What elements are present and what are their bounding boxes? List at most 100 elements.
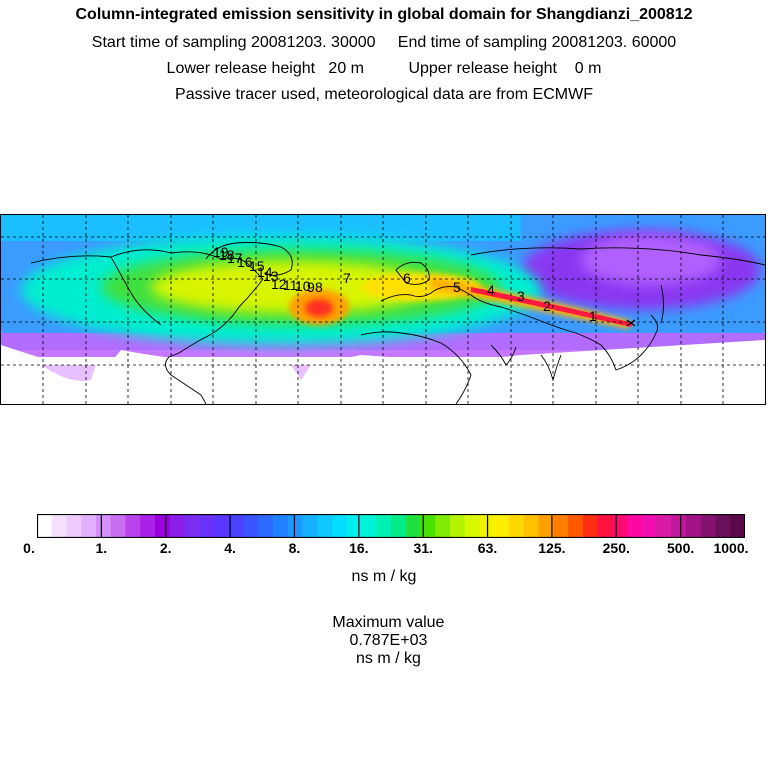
traj-label-13: 13 bbox=[263, 268, 279, 284]
maximum-value-line: Maximum value 0.787E+03 ns m / kg bbox=[0, 596, 768, 668]
colorbar-tick-label: 31. bbox=[413, 540, 433, 556]
colorbar-cell bbox=[641, 514, 657, 538]
colorbar-cell bbox=[627, 514, 643, 538]
field-south-lilac bbox=[41, 365, 311, 381]
colorbar-cell bbox=[450, 514, 466, 538]
colorbar-cell bbox=[228, 514, 244, 538]
colorbar-cell bbox=[405, 514, 421, 538]
traj-label-4: 4 bbox=[487, 282, 495, 298]
colorbar-cell bbox=[715, 514, 731, 538]
colorbar-cell bbox=[494, 514, 510, 538]
coastlines bbox=[30, 242, 765, 404]
colorbar-cell bbox=[346, 514, 362, 538]
colorbar-tick-label: 1000. bbox=[713, 540, 749, 556]
colorbar-tick-label: 16. bbox=[349, 540, 369, 556]
traj-label-9: 9 bbox=[307, 279, 315, 295]
field-atlantic-red bbox=[305, 299, 333, 317]
field-europe-yellow bbox=[361, 273, 481, 301]
colorbar-cell bbox=[140, 514, 156, 538]
sampling-time-line: Start time of sampling 20081203. 30000 E… bbox=[91, 34, 677, 51]
colorbar-cell bbox=[125, 514, 141, 538]
field-plume-red-band bbox=[471, 287, 633, 327]
graticule bbox=[1, 215, 765, 404]
colorbar-cell bbox=[612, 514, 628, 538]
colorbar-cell bbox=[243, 514, 259, 538]
traj-label-14: 14 bbox=[257, 264, 273, 280]
traj-label-5: 5 bbox=[453, 279, 461, 295]
field-plume-yellow bbox=[151, 261, 431, 313]
release-height-line: Lower release height 20 m Upper release … bbox=[166, 60, 602, 77]
colorbar-cell bbox=[420, 514, 436, 538]
colorbar-cell bbox=[37, 514, 53, 538]
colorbar-cell bbox=[110, 514, 126, 538]
colorbar-tick-label: 63. bbox=[477, 540, 498, 556]
colorbar-tick-labels: 0. 1. 2. 4. 8. 16. 31. 63. 125. 250. 500. 1000. bbox=[0, 540, 768, 560]
colorbar-cell bbox=[51, 514, 67, 538]
colorbar-cell bbox=[81, 514, 97, 538]
colorbar-cell bbox=[214, 514, 230, 538]
traj-label-10: 10 bbox=[295, 278, 311, 294]
colorbar-tick-label: 125. bbox=[538, 540, 566, 556]
colorbar-cell bbox=[361, 514, 377, 538]
tracer-info-line: Passive tracer used, meteorological data… bbox=[175, 86, 593, 103]
colorbar-cell bbox=[66, 514, 82, 538]
colorbar-cell bbox=[96, 514, 112, 538]
traj-label-15: 15 bbox=[249, 258, 265, 274]
colorbar-tick-label: 2. bbox=[159, 540, 172, 556]
colorbar-cell bbox=[155, 514, 171, 538]
colorbar-cell bbox=[700, 514, 716, 538]
colorbar-cell bbox=[287, 514, 303, 538]
max-value-label: Maximum value bbox=[332, 614, 445, 631]
colorbar-cell bbox=[435, 514, 451, 538]
colorbar-cell bbox=[376, 514, 392, 538]
colorbar-cell bbox=[302, 514, 318, 538]
colorbar-cell bbox=[730, 514, 745, 538]
colorbar-tick-label: 250. bbox=[602, 540, 630, 556]
emission-sensitivity-map: 1 2 3 4 5 6 7 8 9 10 11 12 13 14 15 16 1… bbox=[0, 214, 766, 405]
traj-label-18: 18 bbox=[219, 247, 235, 263]
traj-label-16: 16 bbox=[237, 254, 253, 270]
max-value-number: 0.787E+03 bbox=[349, 632, 428, 649]
colorbar-cell bbox=[509, 514, 525, 538]
plot-title: Column-integrated emission sensitivity i… bbox=[75, 6, 693, 23]
traj-label-3: 3 bbox=[517, 288, 525, 304]
colorbar-tick-label: 1. bbox=[95, 540, 108, 556]
colorbar-cell bbox=[258, 514, 274, 538]
traj-label-8: 8 bbox=[315, 279, 323, 295]
colorbar-cell bbox=[597, 514, 613, 538]
traj-label-6: 6 bbox=[403, 270, 411, 286]
traj-label-2: 2 bbox=[543, 298, 551, 314]
colorbar-tick-label: 8. bbox=[288, 540, 301, 556]
colorbar-cell bbox=[553, 514, 569, 538]
colorbar-cell bbox=[568, 514, 584, 538]
colorbar-cell bbox=[184, 514, 200, 538]
colorbar-cell bbox=[656, 514, 672, 538]
colorbar-cell bbox=[169, 514, 185, 538]
traj-label-11: 11 bbox=[283, 277, 298, 293]
trajectory-labels: 1 2 3 4 5 6 7 8 9 10 11 12 13 14 15 16 1… bbox=[213, 244, 597, 324]
colorbar-cell bbox=[671, 514, 687, 538]
traj-label-7: 7 bbox=[343, 270, 351, 286]
colorbar-tick-label: 4. bbox=[224, 540, 236, 556]
traj-label-17: 17 bbox=[227, 250, 243, 266]
colorbar-cell bbox=[464, 514, 480, 538]
traj-label-12: 12 bbox=[271, 276, 287, 292]
traj-label-19: 19 bbox=[213, 244, 229, 260]
colorbar bbox=[37, 514, 745, 538]
colorbar-cell bbox=[538, 514, 554, 538]
colorbar-cell bbox=[199, 514, 215, 538]
colorbar-tick-label: 0. bbox=[23, 540, 35, 556]
max-value-unit: ns m / kg bbox=[355, 650, 421, 667]
colorbar-cell bbox=[317, 514, 333, 538]
field-siberia-violet bbox=[581, 235, 721, 285]
colorbar-unit: ns m / kg bbox=[351, 568, 417, 585]
release-point-marker bbox=[626, 319, 636, 327]
colorbar-cell bbox=[686, 514, 702, 538]
colorbar-tick-label: 500. bbox=[667, 540, 695, 556]
colorbar-cell bbox=[582, 514, 598, 538]
colorbar-cell bbox=[523, 514, 539, 538]
colorbar-cell bbox=[273, 514, 289, 538]
colorbar-cell bbox=[332, 514, 348, 538]
traj-label-1: 1 bbox=[589, 308, 597, 324]
colorbar-cell bbox=[391, 514, 407, 538]
